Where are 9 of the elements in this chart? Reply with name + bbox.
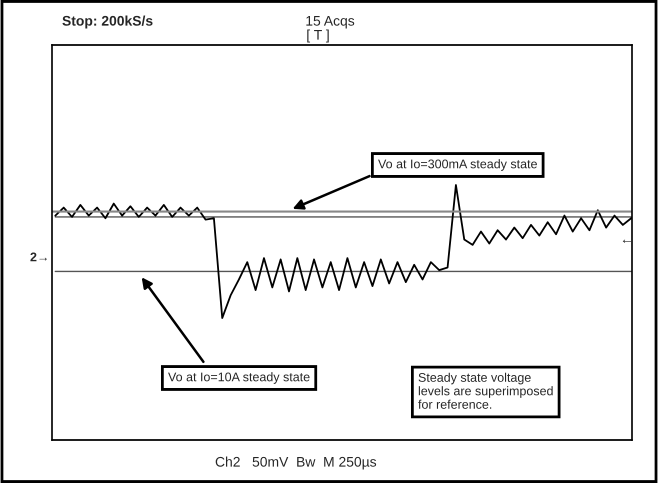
annotation: ← — [622, 240, 632, 243]
text: Vo at Io=300mA steady state — [378, 159, 537, 171]
text: 15 Acqs — [306, 16, 354, 28]
text: Stop: 200kS/s — [62, 16, 153, 28]
text: Steady state voltage levels are superimposed for reference. — [418, 372, 553, 409]
text: Ch2 50mV Bw M 250µs — [216, 456, 376, 470]
text: [ T ] — [307, 30, 329, 42]
text: Vo at Io=10A steady state — [168, 372, 310, 384]
text: 2→ — [30, 252, 47, 262]
